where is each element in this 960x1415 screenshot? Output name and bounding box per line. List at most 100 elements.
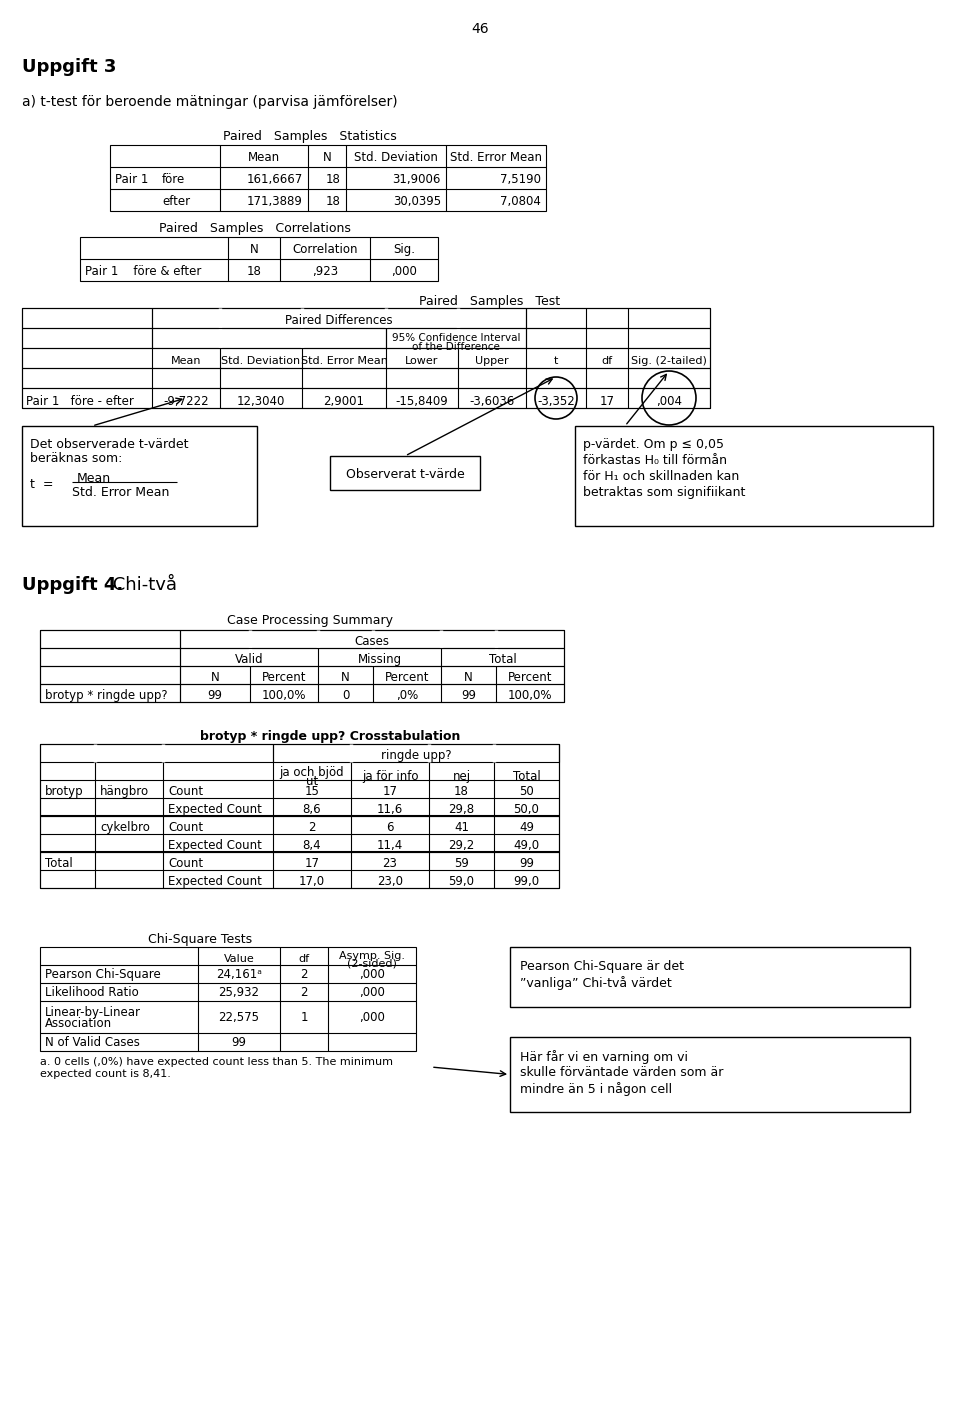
Text: Percent: Percent (508, 671, 552, 683)
Text: 171,3889: 171,3889 (247, 195, 303, 208)
Text: 95% Confidence Interval: 95% Confidence Interval (392, 333, 520, 342)
Text: Std. Error Mean: Std. Error Mean (450, 151, 542, 164)
Bar (510, 1037, 910, 1112)
Text: 23,0: 23,0 (377, 874, 403, 889)
Text: N: N (341, 671, 349, 683)
Text: N: N (250, 243, 258, 256)
Text: 6: 6 (386, 821, 394, 833)
Text: 18: 18 (454, 785, 468, 798)
Text: Pearson Chi-Square är det: Pearson Chi-Square är det (520, 959, 684, 974)
Text: 18: 18 (326, 195, 341, 208)
Text: 100,0%: 100,0% (508, 689, 552, 702)
Text: -9,7222: -9,7222 (163, 395, 209, 408)
Text: 25,932: 25,932 (219, 986, 259, 999)
Text: Cases: Cases (354, 635, 390, 648)
Text: ,004: ,004 (656, 395, 682, 408)
Text: 15: 15 (304, 785, 320, 798)
Text: hängbro: hängbro (100, 785, 149, 798)
Bar (575, 426, 933, 526)
Text: 24,161ᵃ: 24,161ᵃ (216, 968, 262, 981)
Text: Mean: Mean (248, 151, 280, 164)
Text: a. 0 cells (,0%) have expected count less than 5. The minimum: a. 0 cells (,0%) have expected count les… (40, 1057, 393, 1067)
Text: 99,0: 99,0 (514, 874, 540, 889)
Text: mindre än 5 i någon cell: mindre än 5 i någon cell (520, 1082, 672, 1097)
Text: 17: 17 (382, 785, 397, 798)
Text: Case Processing Summary: Case Processing Summary (227, 614, 393, 627)
Text: 30,0395: 30,0395 (393, 195, 441, 208)
Text: 100,0%: 100,0% (262, 689, 306, 702)
Bar (22, 426, 257, 526)
Bar (40, 630, 564, 702)
Text: Association: Association (45, 1017, 112, 1030)
Text: ”vanliga” Chi-två värdet: ”vanliga” Chi-två värdet (520, 976, 672, 990)
Text: 49: 49 (519, 821, 534, 833)
Text: Uppgift 3: Uppgift 3 (22, 58, 116, 76)
Text: 17,0: 17,0 (299, 874, 325, 889)
Bar (40, 744, 559, 889)
Text: nej: nej (452, 770, 470, 782)
Text: betraktas som signifiikant: betraktas som signifiikant (583, 485, 745, 499)
Text: N: N (464, 671, 473, 683)
Text: t  =: t = (30, 478, 54, 491)
Text: Std. Deviation: Std. Deviation (222, 357, 300, 366)
Text: brotyp: brotyp (45, 785, 84, 798)
Text: Paired   Samples   Test: Paired Samples Test (420, 294, 561, 308)
Text: 2: 2 (300, 968, 308, 981)
Text: Std. Error Mean: Std. Error Mean (72, 485, 169, 499)
Text: Std. Error Mean: Std. Error Mean (300, 357, 388, 366)
Text: 99: 99 (207, 689, 223, 702)
Text: 46: 46 (471, 23, 489, 35)
Text: Paired Differences: Paired Differences (285, 314, 393, 327)
Text: 50: 50 (519, 785, 534, 798)
Text: Percent: Percent (385, 671, 429, 683)
Text: Count: Count (168, 857, 204, 870)
Text: 50,0: 50,0 (514, 802, 540, 816)
Text: Pair 1   före - efter: Pair 1 före - efter (26, 395, 133, 408)
Bar (110, 144, 546, 211)
Text: ja för info: ja för info (362, 770, 419, 782)
Text: Linear-by-Linear: Linear-by-Linear (45, 1006, 141, 1019)
Text: 18: 18 (326, 173, 341, 185)
Text: 17: 17 (599, 395, 614, 408)
Text: före: före (162, 173, 185, 185)
Text: Sig.: Sig. (393, 243, 415, 256)
Text: Expected Count: Expected Count (168, 874, 262, 889)
Text: p-värdet. Om p ≤ 0,05: p-värdet. Om p ≤ 0,05 (583, 439, 724, 451)
Text: Upper: Upper (475, 357, 509, 366)
Bar (40, 630, 564, 702)
Text: Mean: Mean (171, 357, 202, 366)
Text: 1: 1 (300, 1010, 308, 1024)
Text: 2: 2 (308, 821, 316, 833)
Text: 161,6667: 161,6667 (247, 173, 303, 185)
Text: ut: ut (306, 775, 318, 788)
Text: -15,8409: -15,8409 (396, 395, 448, 408)
Text: Expected Count: Expected Count (168, 839, 262, 852)
Bar (40, 947, 416, 1051)
Text: efter: efter (162, 195, 190, 208)
Text: Likelihood Ratio: Likelihood Ratio (45, 986, 139, 999)
Text: Sig. (2-tailed): Sig. (2-tailed) (631, 357, 707, 366)
Text: Count: Count (168, 821, 204, 833)
Text: 18: 18 (247, 265, 261, 277)
Text: t: t (554, 357, 558, 366)
Bar (510, 947, 910, 1007)
Text: 99: 99 (231, 1036, 247, 1049)
Text: 17: 17 (304, 857, 320, 870)
Text: Lower: Lower (405, 357, 439, 366)
Text: Chi-två: Chi-två (107, 576, 177, 594)
Text: ,923: ,923 (312, 265, 338, 277)
Text: brotyp * ringde upp?: brotyp * ringde upp? (45, 689, 168, 702)
Text: Total: Total (45, 857, 73, 870)
Text: Det observerade t-värdet: Det observerade t-värdet (30, 439, 188, 451)
Text: Här får vi en varning om vi: Här får vi en varning om vi (520, 1050, 688, 1064)
Text: Count: Count (168, 785, 204, 798)
Text: 23: 23 (383, 857, 397, 870)
Text: Paired   Samples   Correlations: Paired Samples Correlations (159, 222, 351, 235)
Text: Missing: Missing (357, 652, 401, 666)
Text: beräknas som:: beräknas som: (30, 451, 122, 466)
Text: df: df (601, 357, 612, 366)
Text: för H₁ och skillnaden kan: för H₁ och skillnaden kan (583, 470, 739, 483)
Text: ,000: ,000 (359, 986, 385, 999)
Text: 41: 41 (454, 821, 469, 833)
Text: of the Difference: of the Difference (412, 342, 500, 352)
